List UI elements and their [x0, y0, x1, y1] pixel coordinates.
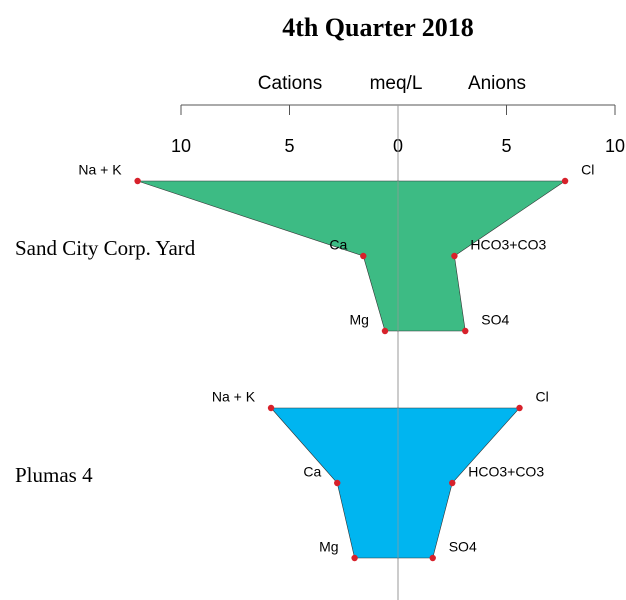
anion-point: [429, 554, 436, 562]
x-tick-label: 5: [501, 136, 511, 156]
stiff-polygon: [137, 180, 567, 332]
cation-label: Na + K: [78, 162, 122, 178]
anion-point: [561, 177, 569, 185]
anion-label: SO4: [449, 539, 477, 555]
x-tick-label: 10: [171, 136, 191, 156]
series-name: Sand City Corp. Yard: [15, 236, 196, 260]
anion-label: HCO3+CO3: [470, 237, 546, 253]
axis-label: meq/L: [370, 73, 423, 94]
axis-label: Anions: [468, 73, 526, 94]
anion-label: HCO3+CO3: [468, 464, 544, 480]
chart-title: 4th Quarter 2018: [282, 13, 474, 42]
anion-label: Cl: [581, 162, 594, 178]
anion-label: Cl: [536, 389, 549, 405]
series-name: Plumas 4: [15, 463, 93, 487]
x-tick-label: 10: [605, 136, 625, 156]
cation-label: Ca: [303, 464, 321, 480]
cation-label: Mg: [350, 312, 369, 328]
cation-label: Na + K: [212, 389, 256, 405]
anion-point: [451, 252, 458, 260]
anion-point: [516, 404, 523, 412]
anion-point: [462, 327, 469, 335]
axis-label: Cations: [258, 73, 322, 94]
cation-label: Ca: [329, 237, 347, 253]
cation-point: [381, 327, 389, 335]
cation-label: Mg: [319, 539, 338, 555]
cation-point: [134, 177, 141, 185]
anion-point: [449, 479, 456, 487]
cation-point: [334, 479, 341, 487]
stiff-polygon: [270, 407, 521, 559]
cation-point: [267, 404, 275, 412]
cation-point: [351, 554, 358, 562]
cation-point: [360, 252, 367, 260]
x-tick-label: 5: [284, 136, 294, 156]
anion-label: SO4: [481, 312, 509, 328]
